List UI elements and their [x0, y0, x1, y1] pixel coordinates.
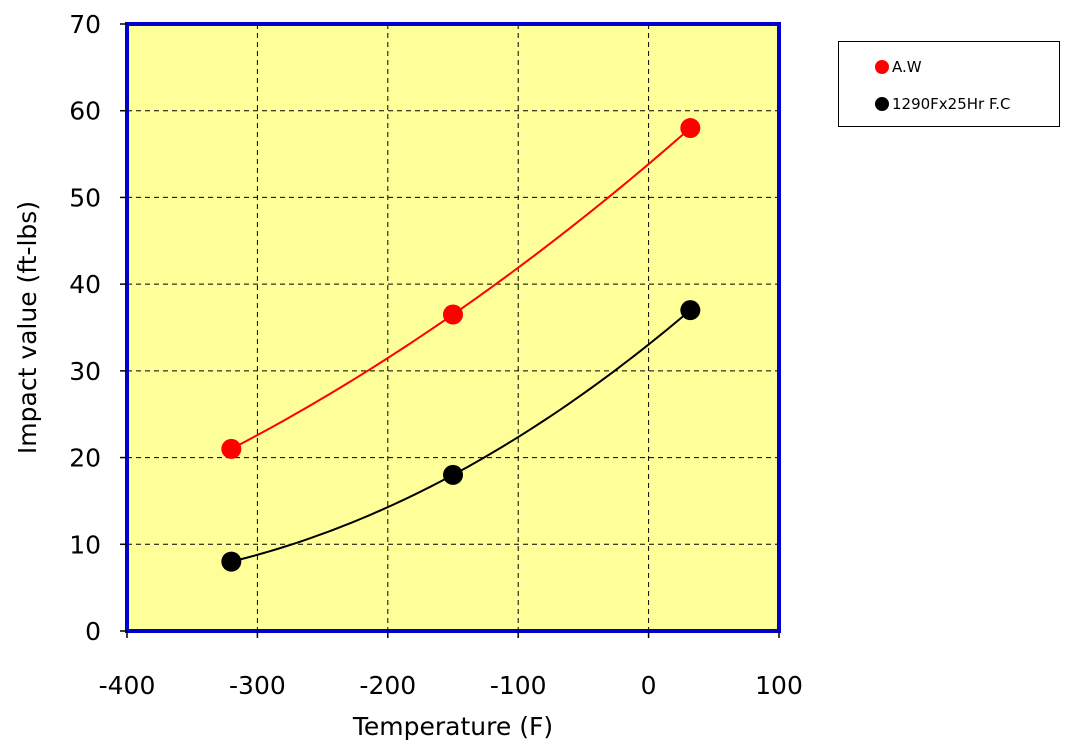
gridlines: [127, 24, 779, 631]
y-tick-label: 70: [69, 10, 101, 39]
legend-label: 1290Fx25Hr F.C: [892, 95, 1011, 113]
x-axis-label: Temperature (F): [352, 712, 553, 741]
legend-marker-icon: [875, 96, 889, 111]
data-point: [443, 304, 463, 325]
data-point: [680, 118, 701, 139]
legend-item-aw: A.W: [875, 57, 922, 77]
y-tick-label: 0: [85, 617, 101, 646]
y-tick-label: 60: [69, 97, 101, 126]
x-tick-label: 100: [755, 671, 803, 700]
x-tick-labels: -400 -300 -200 -100 0 100: [99, 631, 803, 700]
plot-frame: [125, 22, 781, 633]
y-tick-label: 40: [69, 270, 101, 299]
legend-marker-icon: [875, 59, 889, 74]
plot-area: [127, 24, 779, 631]
x-tick-label: 0: [641, 671, 657, 700]
legend-label: A.W: [892, 58, 922, 76]
x-tick-label: -300: [229, 671, 286, 700]
legend: A.W 1290Fx25Hr F.C: [838, 41, 1060, 127]
data-point: [221, 438, 242, 459]
data-point: [443, 464, 463, 485]
y-tick-labels: 0 10 20 30 40 50 60 70: [69, 10, 127, 646]
x-tick-label: -200: [359, 671, 416, 700]
legend-item-fc: 1290Fx25Hr F.C: [875, 94, 1010, 114]
y-tick-label: 10: [69, 530, 101, 559]
data-point: [221, 551, 242, 572]
x-tick-label: -100: [490, 671, 547, 700]
y-tick-label: 20: [69, 444, 101, 473]
series-layer: [221, 118, 701, 572]
y-tick-label: 30: [69, 357, 101, 386]
x-tick-label: -400: [99, 671, 156, 700]
data-point: [680, 300, 701, 321]
y-axis-label: Impact value (ft-lbs): [13, 201, 42, 454]
y-tick-label: 50: [69, 183, 101, 212]
